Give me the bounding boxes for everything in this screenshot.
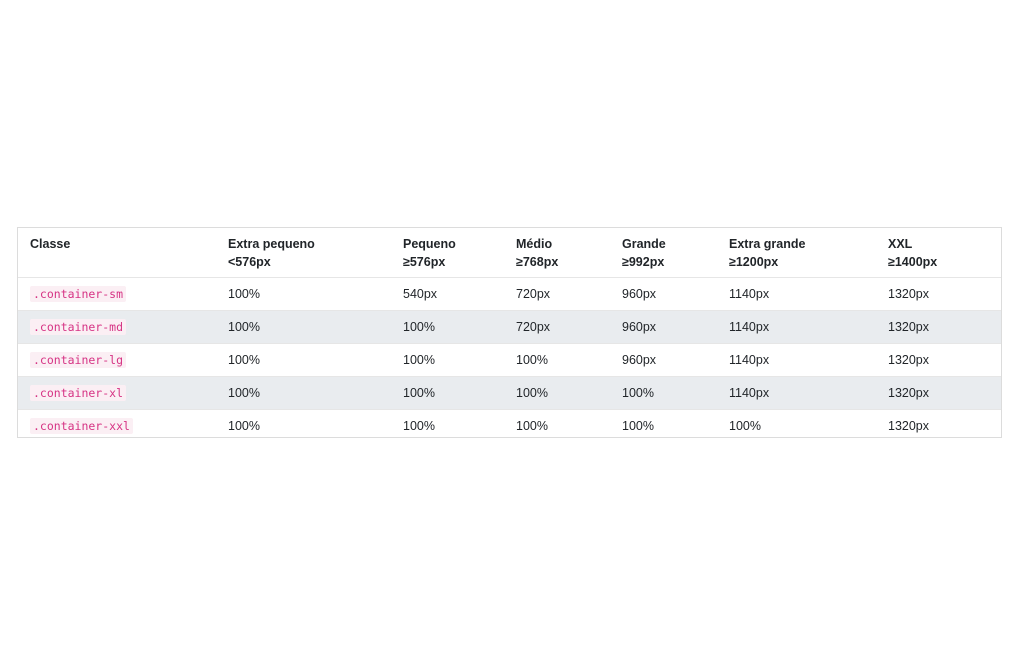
- table-row: .container-xl 100% 100% 100% 100% 1140px…: [18, 376, 1001, 410]
- header-title: Extra pequeno: [228, 237, 315, 251]
- table-cell: 100%: [216, 310, 391, 344]
- header-classe: Classe: [18, 228, 216, 278]
- table-row: .container-lg 100% 100% 100% 960px 1140p…: [18, 343, 1001, 377]
- table-cell: 960px: [610, 277, 717, 311]
- table-row: .container-xxl 100% 100% 100% 100% 100% …: [18, 409, 1001, 442]
- table-cell: 1320px: [876, 310, 1001, 344]
- table-cell: 100%: [504, 376, 610, 410]
- table-cell: 100%: [391, 343, 504, 377]
- table-cell: 100%: [504, 343, 610, 377]
- table-cell: 1320px: [876, 376, 1001, 410]
- header-breakpoint: ≥1200px: [729, 255, 779, 269]
- table-cell: 720px: [504, 310, 610, 344]
- table-cell: 1140px: [717, 343, 876, 377]
- class-code: .container-lg: [30, 352, 127, 368]
- table-cell: 960px: [610, 343, 717, 377]
- table-cell: 100%: [610, 376, 717, 410]
- table-cell: 100%: [391, 376, 504, 410]
- header-title: Extra grande: [729, 237, 806, 251]
- header-title: Grande: [622, 237, 666, 251]
- table-cell: 100%: [216, 409, 391, 442]
- header-extra-pequeno: Extra pequeno <576px: [216, 228, 391, 278]
- table-cell: 1140px: [717, 310, 876, 344]
- header-xxl: XXL ≥1400px: [876, 228, 1001, 278]
- table-cell: 100%: [216, 343, 391, 377]
- container-breakpoints-table: Classe Extra pequeno <576px Pequeno ≥576…: [17, 227, 1002, 442]
- header-title: Classe: [30, 237, 71, 251]
- table-cell: 100%: [216, 376, 391, 410]
- table-header-row: Classe Extra pequeno <576px Pequeno ≥576…: [18, 228, 1001, 278]
- header-breakpoint: ≥1400px: [888, 255, 938, 269]
- class-cell: .container-md: [18, 310, 216, 344]
- table-cell: 720px: [504, 277, 610, 311]
- header-extra-grande: Extra grande ≥1200px: [717, 228, 876, 278]
- table-cell: 1320px: [876, 343, 1001, 377]
- header-medio: Médio ≥768px: [504, 228, 610, 278]
- class-code: .container-xl: [30, 385, 127, 401]
- table-cell: 1140px: [717, 376, 876, 410]
- table-cell: 100%: [717, 409, 876, 442]
- class-code: .container-sm: [30, 286, 127, 302]
- header-title: Pequeno: [403, 237, 456, 251]
- class-cell: .container-xl: [18, 376, 216, 410]
- header-pequeno: Pequeno ≥576px: [391, 228, 504, 278]
- breakpoints-table: Classe Extra pequeno <576px Pequeno ≥576…: [18, 228, 1001, 442]
- table-cell: 100%: [504, 409, 610, 442]
- class-cell: .container-lg: [18, 343, 216, 377]
- table-cell: 100%: [391, 310, 504, 344]
- header-breakpoint: <576px: [228, 255, 271, 269]
- table-row: .container-sm 100% 540px 720px 960px 114…: [18, 277, 1001, 311]
- table-cell: 100%: [216, 277, 391, 311]
- table-cell: 1320px: [876, 277, 1001, 311]
- header-breakpoint: ≥576px: [403, 255, 446, 269]
- table-cell: 1140px: [717, 277, 876, 311]
- header-title: Médio: [516, 237, 553, 251]
- header-breakpoint: ≥768px: [516, 255, 559, 269]
- class-code: .container-md: [30, 319, 127, 335]
- header-grande: Grande ≥992px: [610, 228, 717, 278]
- class-code: .container-xxl: [30, 418, 133, 434]
- table-cell: 540px: [391, 277, 504, 311]
- table-cell: 960px: [610, 310, 717, 344]
- header-title: XXL: [888, 237, 913, 251]
- table-row: .container-md 100% 100% 720px 960px 1140…: [18, 310, 1001, 344]
- header-breakpoint: ≥992px: [622, 255, 665, 269]
- class-cell: .container-xxl: [18, 409, 216, 442]
- class-cell: .container-sm: [18, 277, 216, 311]
- table-cell: 100%: [610, 409, 717, 442]
- table-cell: 100%: [391, 409, 504, 442]
- table-cell: 1320px: [876, 409, 1001, 442]
